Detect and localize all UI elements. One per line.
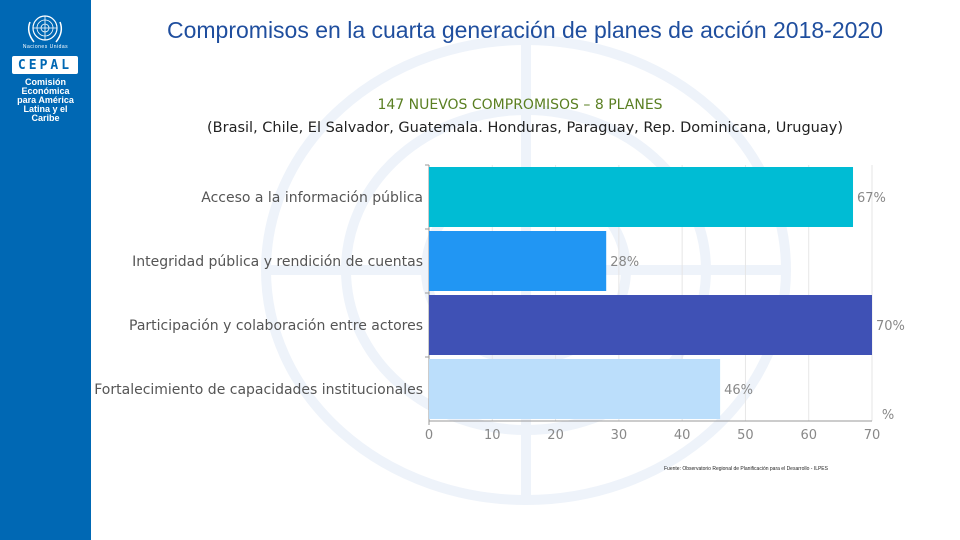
category-label: Acceso a la información pública [201,190,423,206]
category-label: Integridad pública y rendición de cuenta… [132,254,423,270]
cepal-logo: CEPAL [12,56,78,74]
countries-list: (Brasil, Chile, El Salvador, Guatemala. … [207,120,843,136]
bar [429,359,721,419]
page-title: Compromisos en la cuarta generación de p… [166,17,883,43]
org-line: para América [17,95,74,105]
org-line: Latina y el [23,104,68,114]
org-line: Comisión [24,77,66,87]
data-label: 46% [724,383,753,398]
x-tick-label: 40 [674,428,691,443]
x-tick-label: 70 [864,428,881,443]
bar [429,231,607,291]
source-note: Fuente: Observatorio Regional de Planifi… [664,466,828,472]
category-label: Fortalecimiento de capacidades instituci… [94,382,423,398]
x-tick-label: 30 [611,428,628,443]
category-label: Participación y colaboración entre actor… [129,318,423,334]
org-line: Económica [21,86,70,96]
org-line: Caribe [31,113,60,123]
un-label: Naciones Unidas [22,44,69,50]
x-tick-label: 10 [484,428,501,443]
data-label: 28% [610,255,639,270]
sidebar: Naciones Unidas CEPAL Comisión Económica… [0,0,91,540]
x-tick-label: 50 [737,428,754,443]
chart-subtitle: 147 NUEVOS COMPROMISOS – 8 PLANES [377,97,663,113]
x-unit-label: % [882,408,894,423]
data-label: 70% [876,319,905,334]
bar [429,295,872,355]
x-tick-label: 60 [800,428,817,443]
cepal-logo-text: CEPAL [17,58,73,73]
bar [429,167,854,227]
x-tick-label: 0 [425,428,433,443]
data-label: 67% [857,191,886,206]
un-emblem-icon [27,15,63,43]
organization-name: Comisión Económica para América Latina y… [0,78,91,123]
x-tick-label: 20 [547,428,564,443]
